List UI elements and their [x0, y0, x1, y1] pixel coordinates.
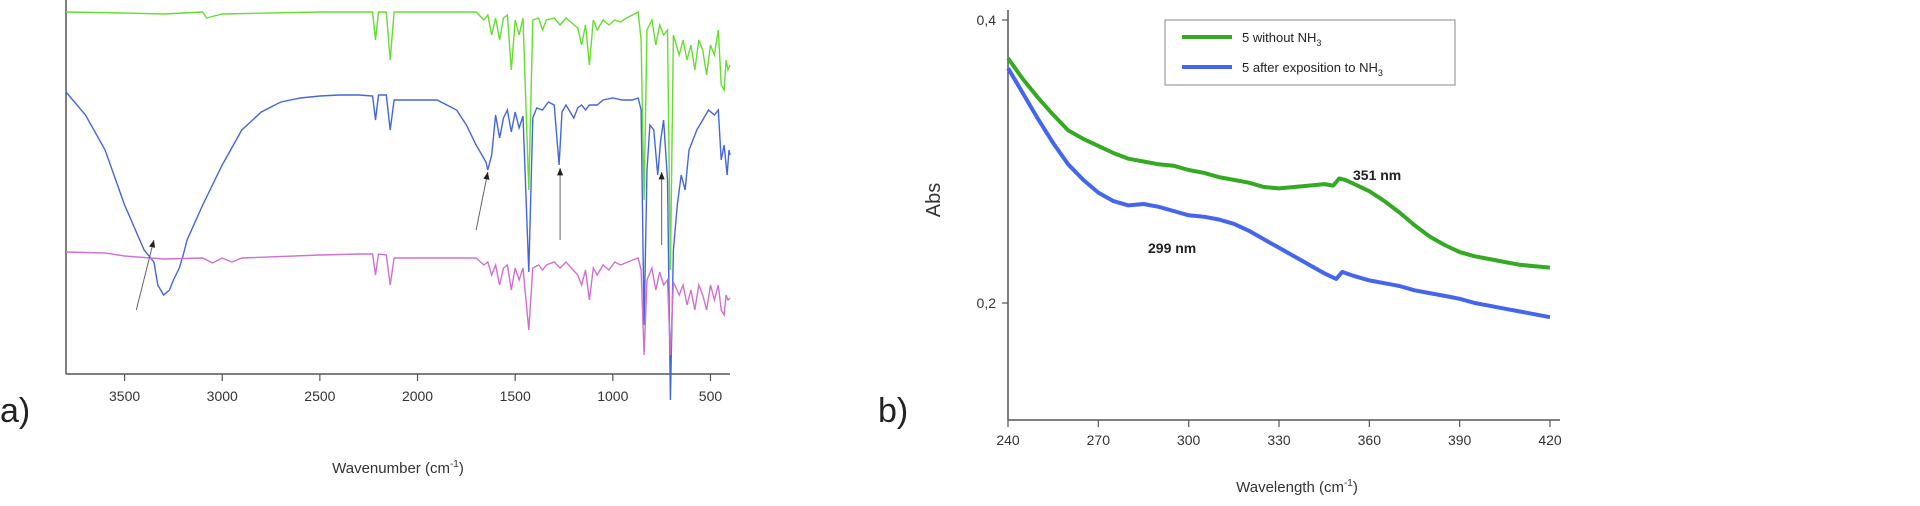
panel-b-y-tick-label: 0,4: [977, 12, 997, 28]
panel-b: b) 240 270 300 330 360 390 420 0,2 0,4 Abs Wavel…: [878, 10, 1562, 496]
panel-a-arrowhead: [149, 240, 156, 248]
legend: 5 without NH3 5 after exposition to NH3: [1164, 19, 1456, 86]
panel-a-xlabel: Wavenumber (cm-1): [332, 459, 464, 477]
panel-b-series: [1006, 57, 1551, 320]
panel-a-x-tick-label: 1000: [597, 388, 628, 404]
panel-a-series-violet: [65, 251, 731, 356]
panel-b-x-tick-label: 420: [1538, 432, 1562, 448]
legend-box: [1164, 19, 1456, 86]
panel-b-ticks: 240 270 300 330 360 390 420 0,2 0,4: [977, 12, 1562, 448]
panel-a: a) 3500 3000 2500 2000 1500 1000 500 Wavenumbe…: [0, 0, 731, 477]
panel-a-arrowhead: [658, 172, 665, 180]
panel-b-x-tick-label: 390: [1448, 432, 1472, 448]
panel-b-series-without-nh3: [1006, 57, 1551, 270]
annotation-351nm: 351 nm: [1353, 167, 1401, 183]
legend-entry-blue: 5 after exposition to NH3: [1242, 60, 1383, 78]
panel-b-xlabel: Wavelength (cm-1): [1236, 478, 1358, 496]
panel-b-label: b): [878, 392, 908, 430]
legend-entry-green: 5 without NH3: [1242, 30, 1321, 48]
panel-b-x-tick-label: 240: [996, 432, 1020, 448]
panel-b-x-tick-label: 330: [1267, 432, 1291, 448]
panel-a-x-tick-label: 3000: [207, 388, 238, 404]
panel-a-label: a): [0, 392, 30, 430]
panel-a-x-tick-label: 3500: [109, 388, 140, 404]
panel-a-x-tick-label: 2500: [304, 388, 335, 404]
panel-a-x-tick-label: 500: [699, 388, 723, 404]
panel-a-arrowhead: [483, 172, 490, 180]
panel-a-arrow: [475, 171, 489, 231]
panel-a-x-tick-label: 2000: [402, 388, 433, 404]
panel-b-x-tick-label: 300: [1177, 432, 1201, 448]
panel-a-arrowhead: [556, 168, 564, 176]
panel-a-series-green: [65, 10, 731, 271]
panel-b-x-tick-label: 360: [1358, 432, 1382, 448]
panel-b-x-tick-label: 270: [1087, 432, 1111, 448]
annotation-299nm: 299 nm: [1148, 240, 1196, 256]
panel-a-x-tick-label: 1500: [500, 388, 531, 404]
panel-a-series: [65, 10, 731, 401]
panel-b-series-after-nh3: [1006, 67, 1551, 320]
panel-a-series-blue: [65, 91, 731, 401]
panel-a-arrow: [135, 239, 155, 311]
panel-b-ylabel: Abs: [923, 183, 945, 217]
panel-b-y-tick-label: 0,2: [977, 295, 997, 311]
panel-a-arrows: [135, 168, 665, 311]
panel-a-x-ticks: 3500 3000 2500 2000 1500 1000 500: [109, 374, 722, 404]
